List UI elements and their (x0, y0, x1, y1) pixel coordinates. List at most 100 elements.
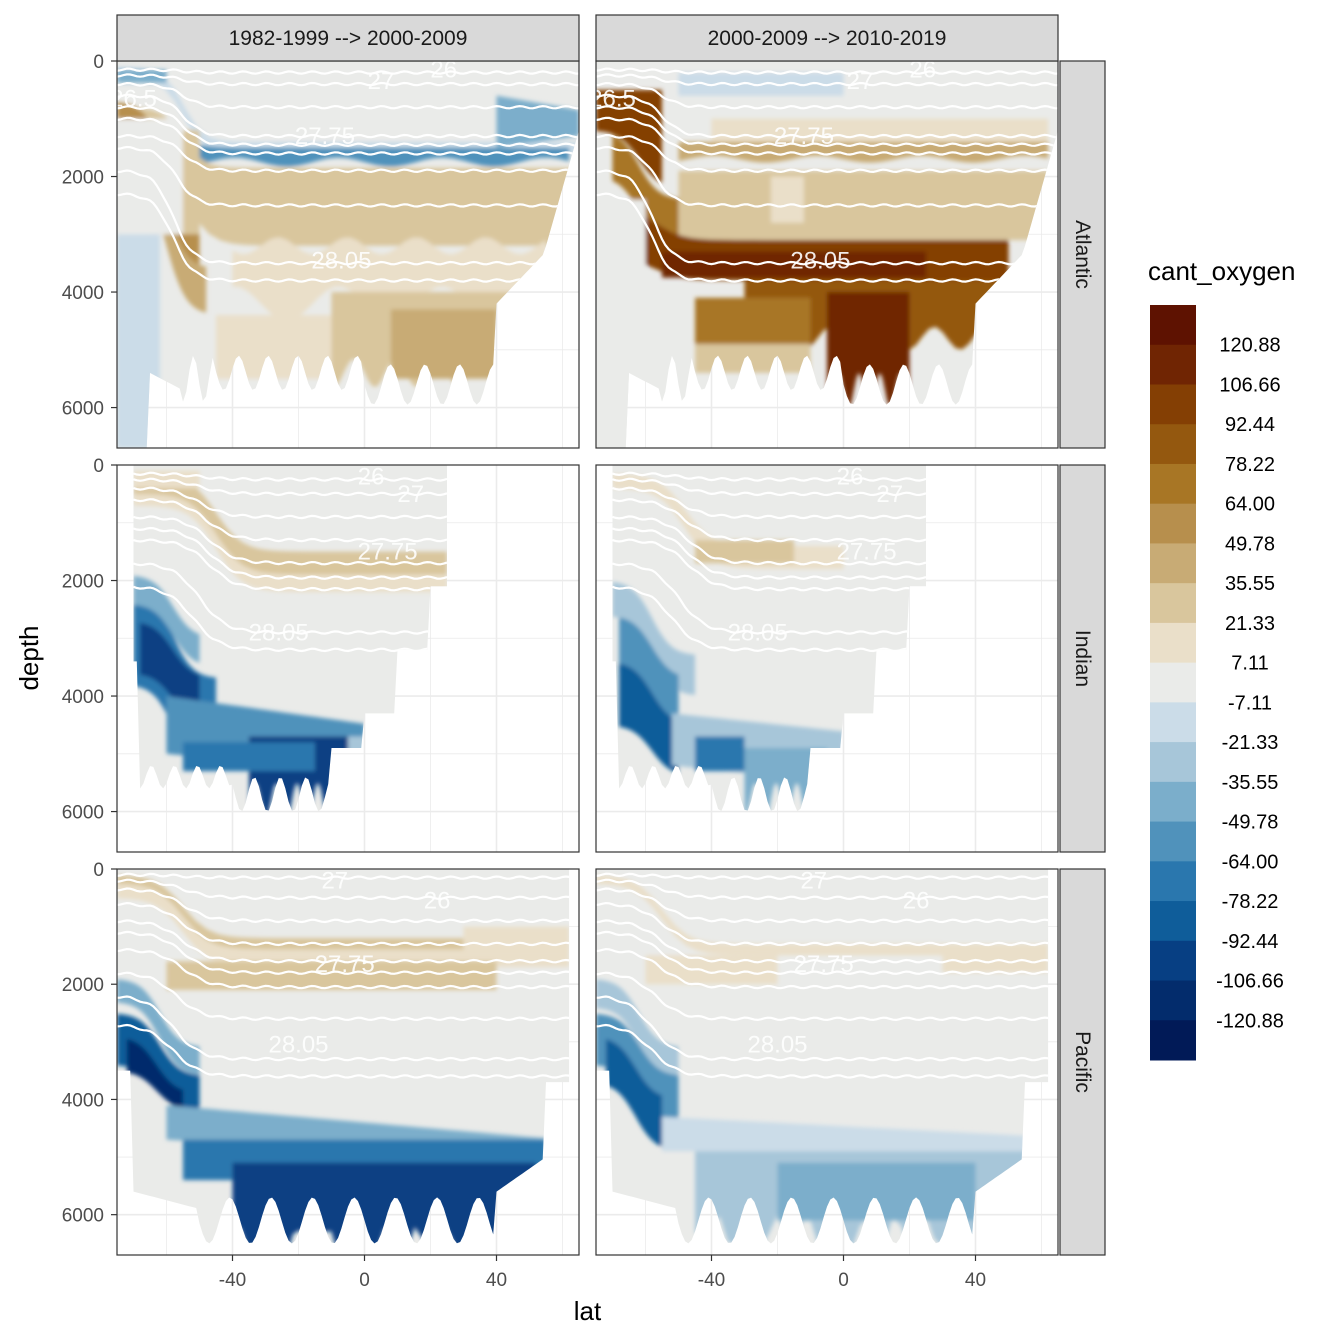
strip-right-pacific: Pacific (1059, 868, 1106, 1256)
contour-label: 26.5 (110, 86, 157, 113)
strip-label: Pacific (1071, 1031, 1094, 1093)
panel-pacific-2: 27.75 28.05 27 26 (595, 868, 1059, 1256)
contour-label: 26 (358, 464, 385, 491)
legend-swatch (1150, 940, 1196, 982)
legend-label: -78.22 (1222, 891, 1279, 913)
contour-label: 27.75 (794, 951, 854, 978)
legend-label: 78.22 (1225, 454, 1275, 476)
legend-label: -106.66 (1216, 971, 1284, 993)
legend-swatch (1150, 543, 1196, 584)
contour-label: 28.05 (790, 247, 850, 274)
legend-label: -92.44 (1222, 931, 1279, 953)
contour-label: 28.05 (268, 1032, 328, 1059)
y-tick-label: 4000 (62, 1090, 104, 1111)
field (596, 869, 1049, 1244)
y-tick-label: 6000 (62, 1206, 104, 1227)
strip-right-atlantic: Atlantic (1059, 60, 1106, 449)
contour-label: 27.75 (358, 539, 418, 566)
legend-swatch (1150, 742, 1196, 783)
field (117, 61, 579, 448)
legend-swatch (1150, 305, 1196, 346)
isopycnals (117, 67, 579, 283)
contour-label: 27.75 (295, 123, 355, 150)
y-tick-label: 0 (93, 52, 104, 73)
contour-label: 27.75 (315, 951, 375, 978)
legend-label: -35.55 (1222, 772, 1279, 794)
x-tick-label: 40 (486, 1270, 507, 1291)
x-axis-title: lat (574, 1296, 602, 1326)
isopycnals (612, 471, 926, 653)
legend: cant_oxygen 120.88 106.66 92.44 78.22 64.00 49… (1148, 256, 1295, 1061)
legend-swatch (1150, 702, 1196, 743)
legend-label: 106.66 (1219, 374, 1280, 396)
isopycnals (596, 872, 1049, 1079)
strip-label: Indian (1071, 630, 1094, 687)
strip-label: 1982-1999 --> 2000-2009 (229, 27, 468, 50)
legend-swatch (1150, 503, 1196, 544)
legend-swatch (1150, 583, 1196, 624)
legend-label: -64.00 (1222, 851, 1279, 873)
legend-swatch (1150, 622, 1196, 664)
legend-label: 49.78 (1225, 533, 1275, 555)
y-tick-label: 0 (93, 456, 104, 477)
legend-label: 120.88 (1219, 335, 1280, 357)
isopycnals (596, 67, 1058, 283)
legend-label: 7.11 (1231, 653, 1268, 675)
contour-label: 28.05 (747, 1032, 807, 1059)
contour-label: 26.5 (589, 86, 636, 113)
legend-swatch (1150, 861, 1196, 902)
strip-right-indian: Indian (1059, 464, 1106, 853)
panel-indian-2: 27.75 28.05 27 26 (595, 464, 1059, 853)
legend-swatch (1150, 980, 1196, 1021)
legend-title: cant_oxygen (1148, 256, 1295, 286)
contour-label: 28.05 (728, 620, 788, 647)
contour-label: 27 (800, 868, 827, 895)
y-tick-label: 0 (93, 860, 104, 881)
y-tick-label: 6000 (62, 399, 104, 420)
legend-label: -21.33 (1222, 732, 1279, 754)
panel-border (595, 464, 1059, 853)
contour-label: 26 (837, 464, 864, 491)
contour-label: 27.75 (774, 123, 834, 150)
panel-indian-1: 27.75 28.05 27 26 (116, 464, 580, 853)
y-tick-label: 4000 (62, 687, 104, 708)
strip-top-2: 2000-2009 --> 2010-2019 (595, 14, 1059, 62)
contour-label: 27 (397, 481, 424, 508)
y-tick-label: 2000 (62, 168, 104, 189)
legend-label: -49.78 (1222, 812, 1279, 834)
panel-border (595, 868, 1059, 1256)
x-tick-label: -40 (219, 1270, 246, 1291)
legend-label: 21.33 (1225, 613, 1275, 635)
y-axis-title: depth (14, 625, 44, 690)
x-tick-label: 40 (965, 1270, 986, 1291)
contour-label: 26 (424, 888, 451, 915)
strip-top-1: 1982-1999 --> 2000-2009 (116, 14, 580, 62)
y-tick-label: 6000 (62, 803, 104, 824)
contour-label: 26 (903, 888, 930, 915)
contour-label: 27 (321, 868, 348, 895)
legend-swatch (1150, 901, 1196, 942)
isopycnals (133, 471, 447, 653)
contour-label: 28.05 (249, 620, 309, 647)
x-tick-label: 0 (838, 1270, 849, 1291)
panel-border (116, 868, 580, 1256)
legend-swatch (1150, 463, 1196, 505)
legend-swatch (1150, 344, 1196, 385)
panel-pacific-1: 27.75 28.05 27 26 (116, 868, 580, 1256)
panel-border (116, 464, 580, 853)
legend-swatch (1150, 384, 1196, 425)
legend-label: 92.44 (1225, 414, 1275, 436)
legend-swatch (1150, 662, 1196, 703)
contour-label: 28.05 (311, 247, 371, 274)
x-tick-label: -40 (698, 1270, 725, 1291)
field (117, 869, 570, 1244)
x-tick-label: 0 (359, 1270, 370, 1291)
legend-label: 64.00 (1225, 494, 1275, 516)
y-tick-label: 2000 (62, 572, 104, 593)
legend-swatch (1150, 424, 1196, 465)
contour-label: 27 (876, 481, 903, 508)
strip-label: Atlantic (1071, 220, 1094, 289)
legend-swatch (1150, 781, 1196, 823)
